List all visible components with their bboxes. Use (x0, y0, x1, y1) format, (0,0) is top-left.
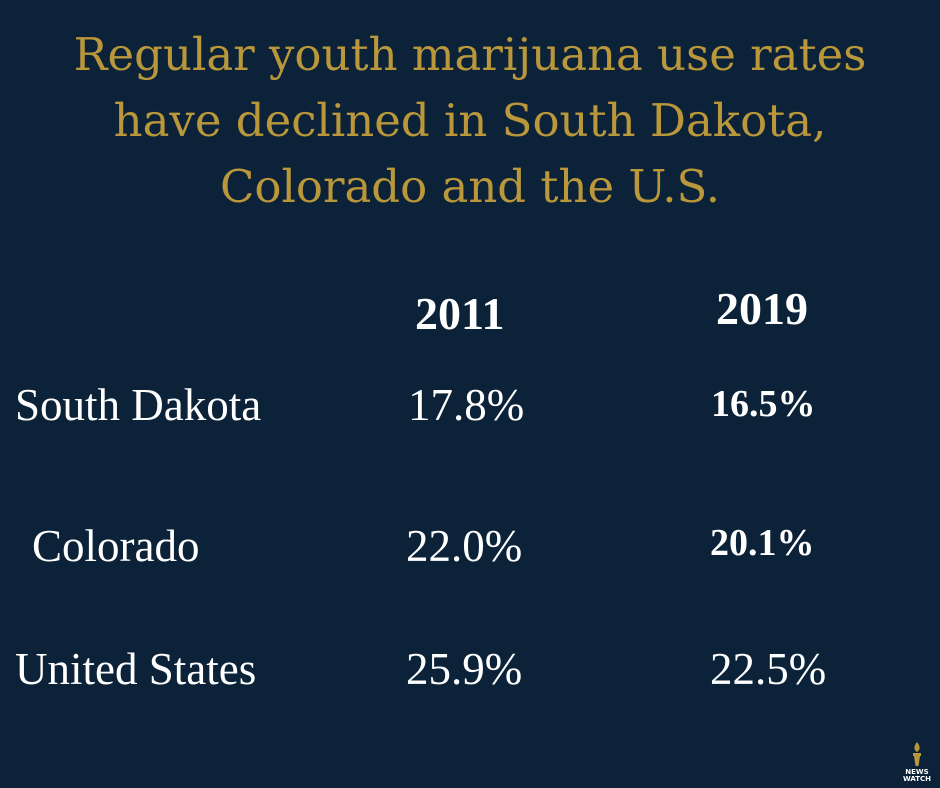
cell-south-dakota-2011: 17.8% (408, 380, 525, 430)
row-label-united-states: United States (15, 644, 257, 694)
row-label-south-dakota: South Dakota (15, 380, 262, 430)
cell-south-dakota-2019: 16.5% (711, 383, 816, 425)
title-line-1: Regular youth marijuana use rates (73, 28, 867, 81)
logo-line-2: WATCH (902, 775, 932, 783)
row-label-colorado: Colorado (32, 521, 200, 571)
cell-united-states-2011: 25.9% (406, 644, 523, 694)
logo-line-1: NEWS (905, 768, 929, 776)
cell-colorado-2011: 22.0% (406, 521, 523, 571)
cell-united-states-2019: 22.5% (710, 644, 827, 694)
column-header-2019: 2019 (716, 283, 808, 334)
title-line-2: have declined in South Dakota, (113, 94, 827, 147)
title-line-3: Colorado and the U.S. (219, 160, 721, 213)
column-header-2011: 2011 (415, 288, 505, 339)
page-title: Regular youth marijuana use rates have d… (0, 22, 940, 220)
news-watch-logo: NEWS WATCH (900, 769, 934, 783)
cell-colorado-2019: 20.1% (710, 522, 815, 564)
torch-icon (913, 742, 921, 766)
